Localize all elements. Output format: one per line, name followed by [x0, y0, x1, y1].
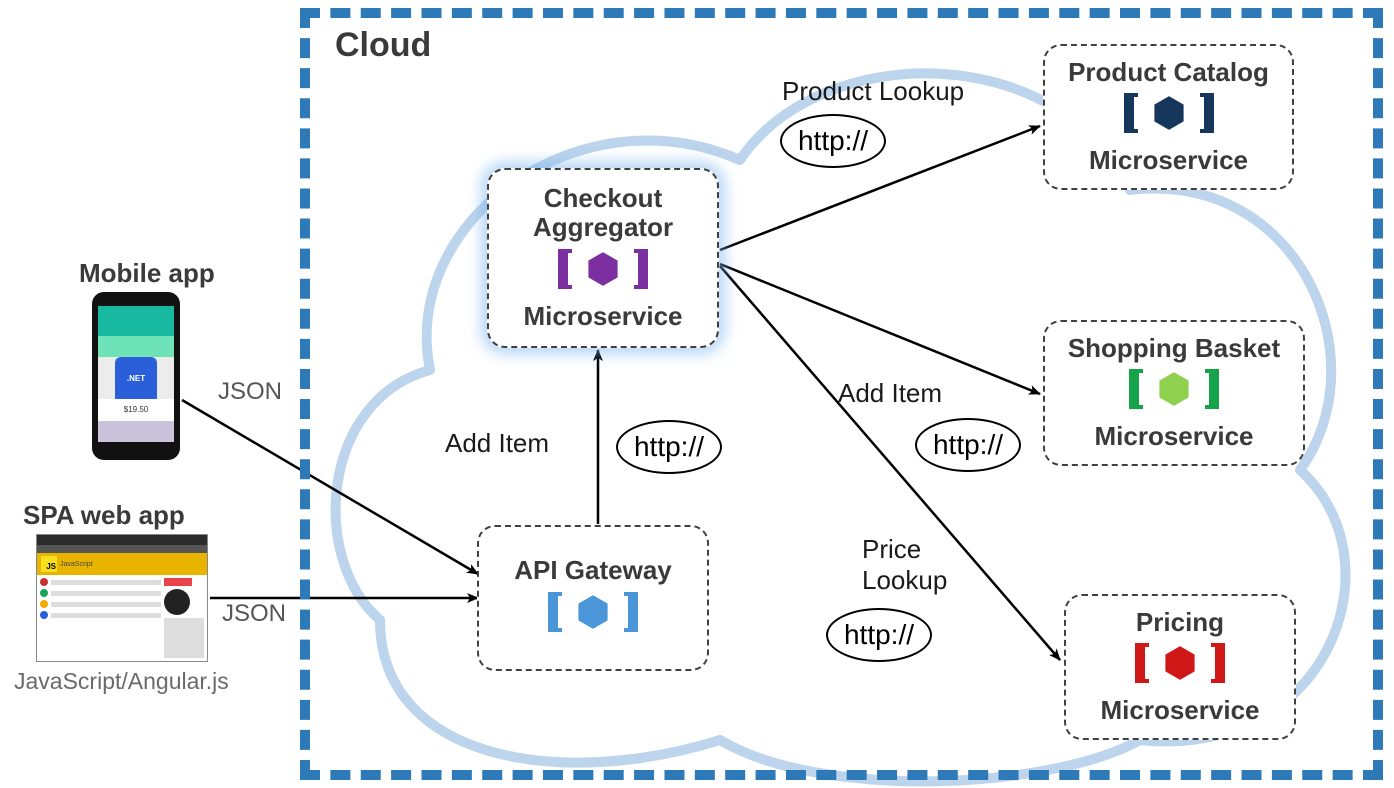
- pricing-box: Pricing Microservice: [1064, 594, 1296, 740]
- edge-label-aggregator-to-pricing: Price Lookup: [862, 534, 947, 596]
- pricing-title: Pricing: [1136, 608, 1224, 637]
- spa-title: SPA web app: [23, 500, 185, 531]
- catalog-subtitle: Microservice: [1089, 145, 1248, 176]
- aggregator-box: Checkout Aggregator Microservice: [487, 168, 719, 348]
- edge-label-gateway-to-aggregator: Add Item: [445, 428, 549, 459]
- basket-title: Shopping Basket: [1068, 334, 1280, 363]
- mobile-json-label: JSON: [218, 378, 282, 406]
- gateway-title: API Gateway: [514, 556, 672, 585]
- cloud-label: Cloud: [335, 26, 431, 65]
- diagram-canvas: Cloud Mobile app .NET $19.50 JSON SPA we…: [0, 0, 1394, 788]
- pricing-icon: [1134, 642, 1226, 689]
- mobile-app-title: Mobile app: [79, 258, 215, 289]
- mobile-phone-icon: .NET $19.50: [92, 292, 180, 460]
- aggregator-icon: [557, 248, 649, 295]
- gateway-icon: [547, 591, 639, 638]
- spa-browser-icon: JS JavaScript: [36, 534, 208, 662]
- edge-label-aggregator-to-catalog: Product Lookup: [782, 76, 964, 107]
- pricing-subtitle: Microservice: [1101, 695, 1260, 726]
- basket-box: Shopping Basket Microservice: [1043, 320, 1305, 466]
- basket-subtitle: Microservice: [1095, 421, 1254, 452]
- aggregator-subtitle: Microservice: [524, 301, 683, 332]
- catalog-box: Product Catalog Microservice: [1043, 44, 1294, 190]
- http-pill-aggregator-to-pricing: http://: [826, 608, 932, 662]
- http-pill-aggregator-to-catalog: http://: [780, 114, 886, 168]
- catalog-title: Product Catalog: [1068, 58, 1269, 87]
- spa-json-label: JSON: [222, 600, 286, 628]
- http-pill-gateway-to-aggregator: http://: [616, 420, 722, 474]
- spa-caption: JavaScript/Angular.js: [14, 668, 229, 695]
- spa-browser-header-text: JavaScript: [60, 561, 93, 568]
- catalog-icon: [1123, 92, 1215, 139]
- aggregator-title: Checkout Aggregator: [489, 184, 717, 241]
- basket-icon: [1128, 368, 1220, 415]
- http-pill-aggregator-to-basket: http://: [915, 418, 1021, 472]
- gateway-box: API Gateway: [477, 525, 709, 671]
- edge-label-aggregator-to-basket: Add Item: [838, 378, 942, 409]
